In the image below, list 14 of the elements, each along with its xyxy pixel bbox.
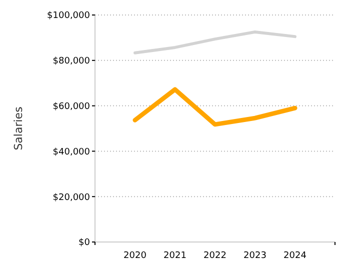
x-tick-label: 2022 xyxy=(204,251,226,261)
x-tick-label: 2020 xyxy=(124,251,147,261)
x-tick-label: 2024 xyxy=(284,251,307,261)
y-tick-label: $20,000 xyxy=(52,192,90,203)
y-tick-label: $40,000 xyxy=(52,147,90,158)
x-tick-label: 2021 xyxy=(164,251,186,261)
y-tick-label: $60,000 xyxy=(52,102,90,112)
line-series xyxy=(132,87,298,127)
line-series xyxy=(134,30,296,54)
y-axis-title: Salaries xyxy=(12,106,25,150)
y-tick-label: $80,000 xyxy=(52,56,90,67)
x-tick-label: 2023 xyxy=(244,251,266,261)
y-tick-label: $0 xyxy=(78,238,90,248)
y-tick-label: $100,000 xyxy=(47,11,90,22)
